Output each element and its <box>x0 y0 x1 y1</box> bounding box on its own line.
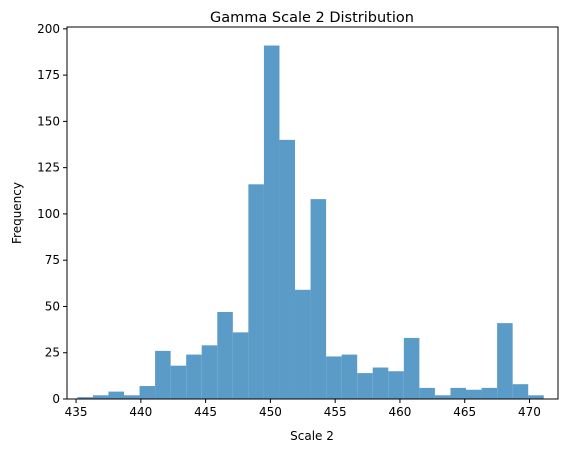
histogram-bar <box>403 337 420 399</box>
histogram-bar <box>497 323 513 399</box>
histogram-bar <box>512 384 529 399</box>
y-axis-ticks: 0 25 50 75 100 125 150 175 200 <box>37 22 67 406</box>
y-tick-label: 0 <box>52 392 60 406</box>
plot-frame <box>66 26 559 400</box>
x-tick-label: 455 <box>324 405 347 419</box>
histogram-bar <box>295 289 311 399</box>
x-tick-label: 440 <box>129 405 152 419</box>
histogram-bar <box>201 345 218 399</box>
x-axis-label: Scale 2 <box>290 429 334 443</box>
histogram-bar <box>341 354 358 399</box>
histogram-bar <box>92 395 109 399</box>
x-tick-label: 465 <box>453 405 476 419</box>
histogram-bar <box>310 199 327 399</box>
x-axis-ticks: 435 440 445 450 455 460 465 470 <box>65 399 541 419</box>
y-tick-label: 25 <box>45 346 60 360</box>
histogram-bar <box>326 356 342 399</box>
histogram-bar <box>450 387 467 399</box>
y-tick-label: 50 <box>45 299 60 313</box>
histogram-bar <box>481 387 498 399</box>
histogram-bar <box>232 332 249 399</box>
histogram-bar <box>108 391 125 399</box>
y-tick-label: 75 <box>45 253 60 267</box>
y-tick-label: 100 <box>37 207 60 221</box>
y-axis-label: Frequency <box>10 182 24 244</box>
histogram-bar <box>170 365 187 399</box>
y-tick-label: 150 <box>37 114 60 128</box>
histogram-bar <box>155 350 171 399</box>
histogram-bar <box>263 45 280 400</box>
histogram-bar <box>466 389 482 399</box>
x-tick-label: 435 <box>65 405 88 419</box>
bars-group <box>77 45 544 400</box>
x-tick-label: 450 <box>259 405 282 419</box>
histogram-bar <box>528 395 544 399</box>
x-tick-label: 445 <box>194 405 217 419</box>
histogram-bar <box>434 395 451 399</box>
chart-title: Gamma Scale 2 Distribution <box>210 10 414 26</box>
histogram-bar <box>186 354 202 399</box>
histogram-bar <box>279 139 296 400</box>
histogram-bar <box>372 367 389 399</box>
x-tick-label: 470 <box>518 405 541 419</box>
histogram-bar <box>388 371 404 399</box>
histogram-bar <box>419 387 435 399</box>
y-tick-label: 125 <box>37 161 60 175</box>
histogram-bar <box>139 386 156 399</box>
y-tick-label: 200 <box>37 22 60 36</box>
histogram-bar <box>248 184 264 399</box>
y-tick-label: 175 <box>37 68 60 82</box>
x-tick-label: 460 <box>388 405 411 419</box>
histogram-bar <box>217 312 233 399</box>
histogram-bar <box>77 397 93 399</box>
histogram-bar <box>124 395 140 399</box>
histogram-bar <box>357 373 373 399</box>
